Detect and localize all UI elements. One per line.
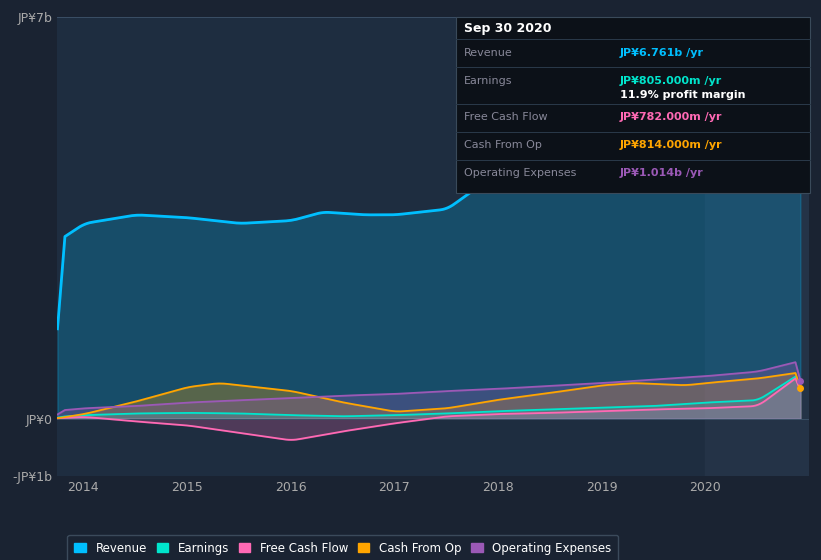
Text: Operating Expenses: Operating Expenses <box>464 168 576 178</box>
Text: JP¥6.761b /yr: JP¥6.761b /yr <box>620 48 704 58</box>
Text: Free Cash Flow: Free Cash Flow <box>464 112 548 122</box>
Text: Cash From Op: Cash From Op <box>464 140 542 150</box>
Text: Sep 30 2020: Sep 30 2020 <box>464 22 552 35</box>
Bar <box>705 17 809 476</box>
Text: JP¥814.000m /yr: JP¥814.000m /yr <box>620 140 722 150</box>
Text: JP¥782.000m /yr: JP¥782.000m /yr <box>620 112 722 122</box>
Text: JP¥805.000m /yr: JP¥805.000m /yr <box>620 76 722 86</box>
Text: Earnings: Earnings <box>464 76 512 86</box>
Text: JP¥1.014b /yr: JP¥1.014b /yr <box>620 168 704 178</box>
Text: Revenue: Revenue <box>464 48 512 58</box>
Text: 11.9% profit margin: 11.9% profit margin <box>620 90 745 100</box>
Legend: Revenue, Earnings, Free Cash Flow, Cash From Op, Operating Expenses: Revenue, Earnings, Free Cash Flow, Cash … <box>67 535 618 560</box>
